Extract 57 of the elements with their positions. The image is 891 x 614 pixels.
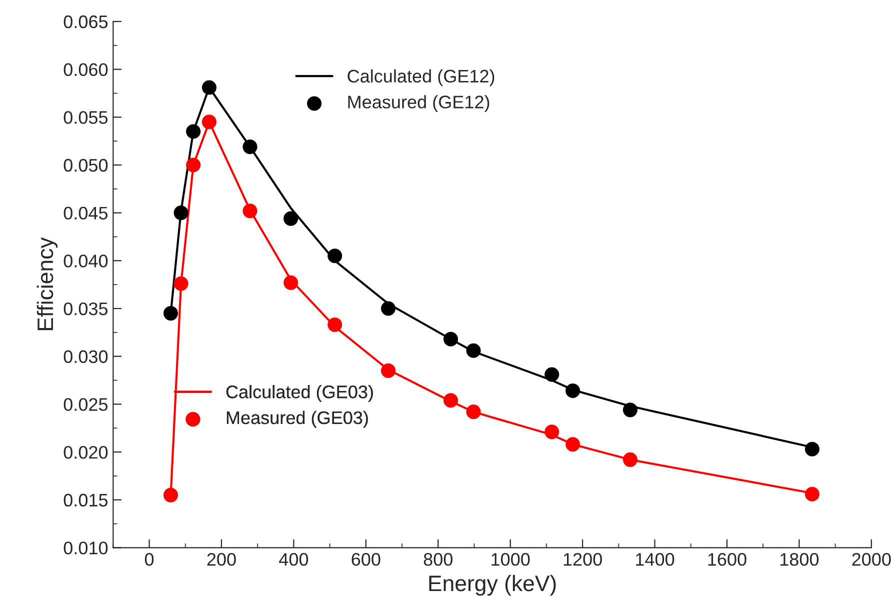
point [284,211,298,226]
point [186,124,201,139]
y-tick-label: 0.020 [64,446,108,459]
x-tick-label: 600 [352,553,380,566]
y-tick-label: 0.040 [64,254,108,268]
x-tick-label: 2000 [852,553,891,566]
point [443,332,458,346]
point [186,158,201,172]
legend-label: Calculated (GE12) [348,69,494,86]
legend-label: Calculated (GE03) [226,385,373,402]
y-tick-label: 0.030 [64,350,108,364]
x-tick-label: 1200 [564,553,602,566]
point [622,452,638,467]
y-tick-label: 0.015 [64,494,108,507]
point [466,404,481,420]
point [804,442,820,456]
y-tick-label: 0.035 [64,302,108,316]
x-tick-label: 400 [279,553,308,566]
point [163,488,178,502]
point [328,317,342,332]
x-tick-label: 200 [207,553,236,566]
x-tick-label: 0 [144,553,154,566]
y-tick-label: 0.065 [64,15,108,28]
point [544,367,560,382]
point [804,486,820,502]
point [466,343,481,358]
x-tick-label: 1600 [708,553,746,566]
point [202,114,216,130]
y-tick-label: 0.050 [64,158,108,172]
x-tick-label: 1800 [780,553,819,566]
point [242,140,258,154]
y-tick-label: 0.010 [64,542,108,554]
point [622,402,638,418]
point [202,80,216,95]
x-tick-label: 800 [424,553,452,566]
x-tick-label: 1000 [492,553,530,566]
y-tick-label: 0.025 [64,398,108,411]
point [381,363,396,378]
legend-label: Measured (GE03) [226,410,368,428]
point [163,306,178,321]
y-tick-label: 0.060 [64,63,108,76]
point [242,204,258,218]
point [443,393,458,408]
y-tick-label: 0.045 [64,206,108,220]
y-axis-title: Efficiency [36,237,58,330]
legend-label: Measured (GE12) [348,95,490,112]
point [174,276,188,291]
point [381,301,396,316]
y-tick-label: 0.055 [64,111,108,124]
point [544,424,560,440]
point [174,206,188,220]
point [566,384,580,398]
point [566,437,580,452]
point [328,248,342,264]
x-axis-title: Energy (keV) [429,574,556,596]
point [284,275,298,290]
x-tick-label: 1400 [636,553,674,566]
